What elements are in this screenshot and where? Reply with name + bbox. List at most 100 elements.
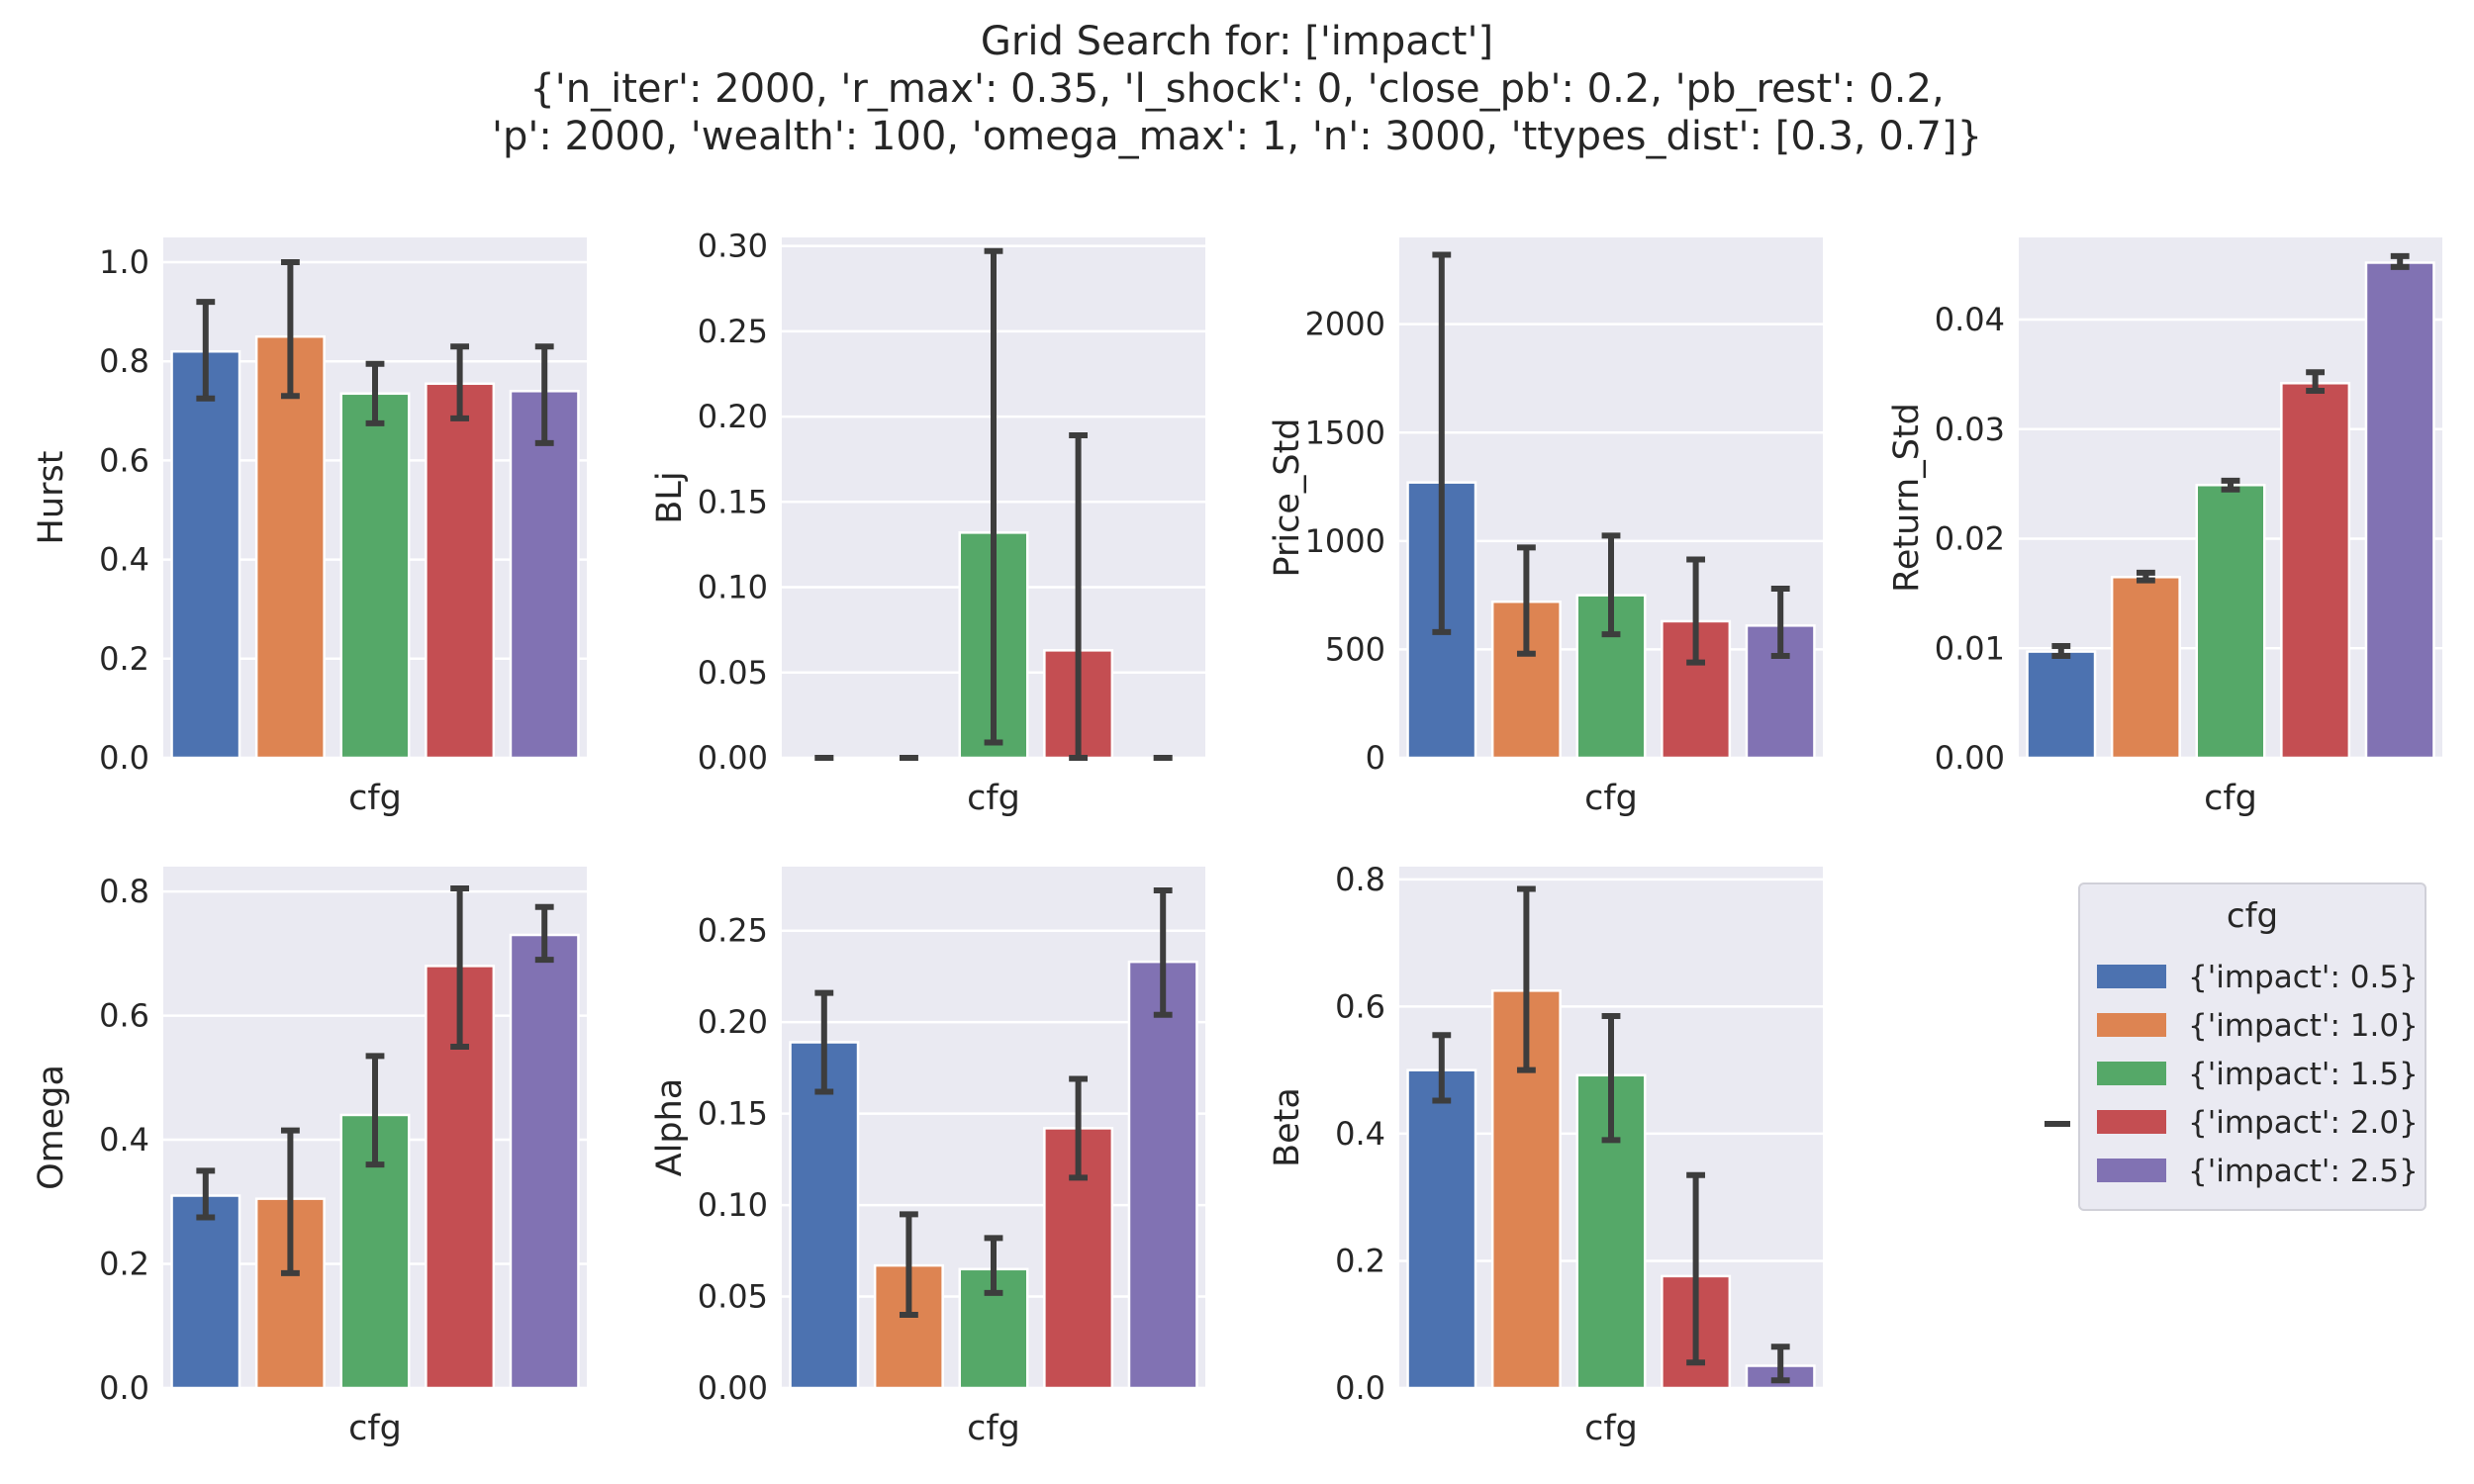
error-bar [1770,1344,1790,1384]
error-bar [2306,369,2326,395]
y-tick-label: 0.4 [99,541,149,579]
error-bar [534,343,554,446]
error-bar [2390,252,2410,270]
bar [2280,382,2351,760]
y-tick-label: 0.0 [99,739,149,777]
y-tick-label: 0.8 [1335,861,1385,898]
y-axis-label: BLj [650,471,690,523]
y-tick-label: 0.25 [698,313,768,350]
y-tick-label: 0.00 [1935,739,2005,777]
error-bar [365,1053,385,1168]
bar [2110,576,2181,760]
bar [509,390,580,760]
y-tick-label: 0.00 [698,1369,768,1407]
legend-swatch [2097,1159,2166,1182]
y-axis-label: Hurst [32,451,71,545]
error-bar [814,989,834,1095]
y-tick-label: 0.8 [99,342,149,380]
y-tick-label: 1.0 [99,243,149,281]
figure-title-line-3: 'p': 2000, 'wealth': 100, 'omega_max': 1… [491,114,1983,159]
x-axis-label: cfg [348,779,402,818]
y-tick-label: 0.03 [1935,411,2005,448]
y-tick-label: 0.2 [99,640,149,678]
bar [1406,1068,1477,1390]
legend-swatch [2097,1110,2166,1134]
y-tick-label: 0.25 [698,912,768,950]
y-tick-label: 0.4 [99,1121,149,1159]
y-tick-label: 0.05 [698,654,768,692]
legend: cfg {'impact': 0.5} {'impact': 1.0} {'impac… [2045,882,2426,1211]
error-bar [280,1127,300,1276]
error-bar [2221,477,2240,493]
y-tick-label: 0.00 [698,739,768,777]
error-bar [2051,643,2071,660]
bar [170,349,241,760]
error-bar [196,1167,216,1221]
error-bar [1069,432,1089,761]
y-tick-label: 0.20 [698,398,768,435]
error-bar [450,884,470,1050]
bar [1127,960,1198,1390]
error-bar [899,1211,918,1319]
subplot-return-std: 0.00 0.01 0.02 0.03 0.04 cfg Return_Std [1887,237,2442,818]
y-tick-label: 0.04 [1935,301,2005,338]
y-tick-label: 0.15 [698,483,768,520]
bar [509,933,580,1390]
error-bar [2136,569,2155,584]
y-tick-label: 0.20 [698,1003,768,1041]
error-bar [1153,887,1173,1018]
bar [2364,261,2435,760]
y-tick-label: 0.15 [698,1095,768,1133]
error-bar [1516,544,1536,657]
x-axis-label: cfg [1584,779,1638,818]
y-axis-label: Return_Std [1887,403,1927,593]
y-tick-label: 0.8 [99,873,149,910]
error-bar [280,259,300,400]
legend-swatch [2097,1013,2166,1037]
y-axis-label: Omega [32,1065,71,1190]
legend-entry-label: {'impact': 1.0} [2188,1008,2419,1044]
error-bar [1432,1032,1452,1104]
bar [339,392,411,760]
error-bar [1770,586,1790,659]
y-tick-label: 0.01 [1935,629,2005,667]
y-tick-label: 0.02 [1935,520,2005,558]
y-tick-label: 0.2 [1335,1242,1385,1279]
y-axis-label: Beta [1268,1087,1307,1167]
x-axis-label: cfg [967,779,1020,818]
legend-swatch [2097,1062,2166,1085]
legend-title: cfg [2227,896,2278,936]
y-tick-label: 0.10 [698,569,768,606]
legend-entry-label: {'impact': 2.0} [2188,1105,2419,1141]
y-tick-label: 0 [1366,739,1385,777]
subplot-beta: 0.0 0.2 0.4 0.6 0.8 cfg Beta [1268,861,1823,1448]
subplot-price-std: 0 500 1000 1500 2000 cfg Price_Std [1268,237,1823,818]
error-bar [1601,532,1621,638]
y-tick-label: 0.10 [698,1186,768,1224]
y-tick-label: 0.30 [698,228,768,265]
error-bar [450,343,470,421]
y-tick-label: 0.4 [1335,1115,1385,1153]
y-tick-label: 500 [1325,630,1385,668]
y-tick-label: 0.0 [1335,1369,1385,1407]
y-tick-label: 0.6 [99,997,149,1035]
legend-entry-label: {'impact': 0.5} [2188,960,2419,995]
figure-title-line-1: Grid Search for: ['impact'] [980,19,1494,64]
x-axis-label: cfg [1584,1409,1638,1448]
error-bar [196,299,216,402]
y-axis-label: Alpha [650,1078,690,1177]
bar [2195,484,2266,760]
error-bar [365,360,385,426]
subplot-alpha: 0.00 0.05 0.10 0.15 0.20 0.25 cfg Alpha [650,867,1205,1448]
error-bar [984,1235,1003,1296]
legend-swatch [2097,965,2166,988]
error-bar [984,247,1003,746]
error-bar [1516,885,1536,1073]
error-bar [1432,251,1452,635]
x-axis-label: cfg [2204,779,2257,818]
figure-title: Grid Search for: ['impact'] {'n_iter': 2… [0,18,2474,160]
bar [170,1194,241,1390]
figure-title-line-2: {'n_iter': 2000, 'r_max': 0.35, 'l_shock… [529,66,1945,112]
bar [2026,650,2097,760]
